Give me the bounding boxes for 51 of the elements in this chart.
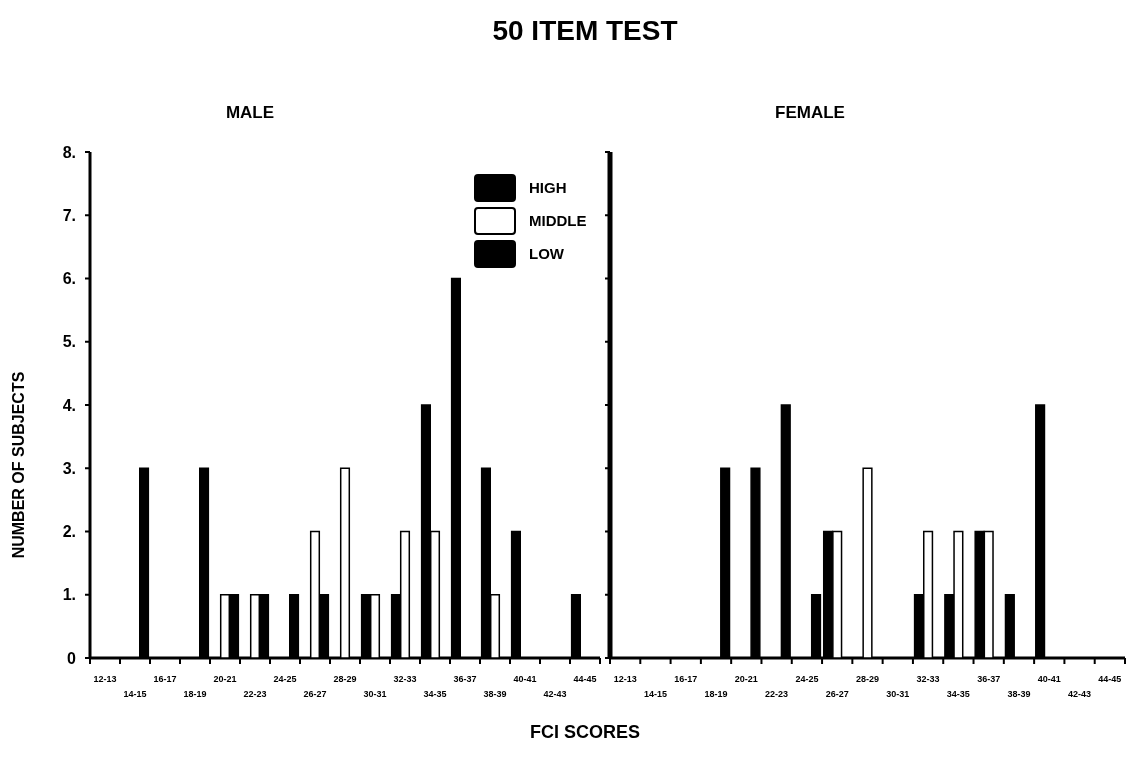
y-tick-label: 5. bbox=[62, 333, 76, 351]
x-tick-label: 28-29 bbox=[333, 674, 357, 684]
x-tick-label: 28-29 bbox=[855, 674, 880, 684]
legend-label: LOW bbox=[529, 245, 565, 263]
x-tick-label: 30-31 bbox=[886, 689, 910, 699]
x-tick-label: 24-25 bbox=[795, 674, 819, 684]
chart-title: 50 ITEM TEST bbox=[492, 15, 678, 46]
x-tick-label: 42-43 bbox=[543, 689, 567, 699]
x-tick-label: 32-33 bbox=[916, 674, 940, 684]
x-tick-label: 12-13 bbox=[93, 674, 117, 684]
x-tick-label: 40-41 bbox=[1037, 674, 1061, 684]
y-tick-label: 2. bbox=[62, 523, 76, 541]
x-tick-label: 38-39 bbox=[1007, 689, 1031, 699]
y-tick-label: 0 bbox=[67, 649, 77, 667]
x-tick-label: 40-41 bbox=[513, 674, 537, 684]
x-tick-label: 44-45 bbox=[1098, 674, 1122, 684]
x-tick-label: 32-33 bbox=[393, 674, 417, 684]
chart-subtitle: MALE bbox=[225, 103, 275, 122]
x-axis-title: FCI SCORES bbox=[529, 722, 641, 742]
x-tick-label: 18-19 bbox=[183, 689, 207, 699]
x-tick-label: 34-35 bbox=[423, 689, 447, 699]
x-tick-label: 36-37 bbox=[453, 674, 477, 684]
legend-label: MIDDLE bbox=[529, 212, 587, 230]
x-tick-label: 22-23 bbox=[765, 689, 789, 699]
x-tick-label: 36-37 bbox=[977, 674, 1001, 684]
y-tick-label: 3. bbox=[62, 459, 76, 477]
y-axis-title: NUMBER OF SUBJECTS bbox=[10, 371, 27, 559]
y-tick-label: 7. bbox=[62, 206, 76, 224]
x-tick-label: 16-17 bbox=[153, 674, 177, 684]
y-tick-label: 6. bbox=[62, 270, 76, 288]
x-tick-label: 20-21 bbox=[213, 674, 237, 684]
chart-subtitle: FEMALE bbox=[775, 103, 845, 122]
x-tick-label: 38-39 bbox=[483, 689, 507, 699]
x-tick-label: 44-45 bbox=[573, 674, 597, 684]
x-tick-label: 30-31 bbox=[363, 689, 387, 699]
y-tick-label: 4. bbox=[62, 396, 76, 414]
x-tick-label: 12-13 bbox=[613, 674, 637, 684]
y-tick-label: 1. bbox=[62, 586, 76, 604]
x-tick-label: 14-15 bbox=[123, 689, 147, 699]
x-tick-label: 26-27 bbox=[303, 689, 327, 699]
x-tick-label: 14-15 bbox=[643, 689, 667, 699]
x-tick-label: 18-19 bbox=[704, 689, 728, 699]
x-tick-label: 20-21 bbox=[734, 674, 758, 684]
x-tick-label: 42-43 bbox=[1068, 689, 1092, 699]
x-tick-label: 22-23 bbox=[243, 689, 267, 699]
legend-label: HIGH bbox=[529, 179, 567, 197]
x-tick-label: 26-27 bbox=[825, 689, 849, 699]
x-tick-label: 16-17 bbox=[674, 674, 698, 684]
y-tick-label: 8. bbox=[62, 143, 76, 161]
x-tick-label: 34-35 bbox=[946, 689, 970, 699]
x-tick-label: 24-25 bbox=[273, 674, 297, 684]
